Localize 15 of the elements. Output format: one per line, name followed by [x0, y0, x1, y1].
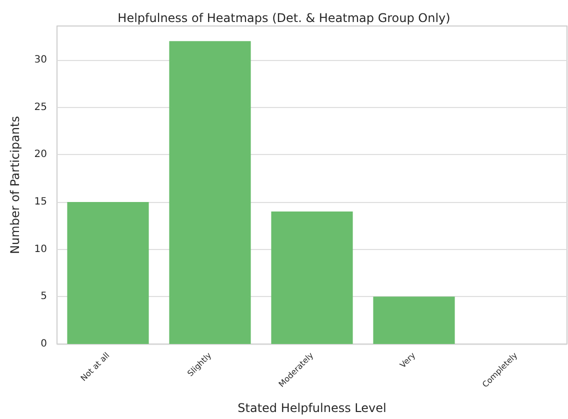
y-axis-title: Number of Participants: [8, 116, 22, 254]
x-axis-title: Stated Helpfulness Level: [238, 401, 386, 415]
bar: [271, 212, 353, 344]
y-tick-label: 15: [34, 196, 47, 208]
y-tick-label: 0: [40, 338, 47, 350]
y-tick-label: 10: [34, 244, 47, 255]
chart-title: Helpfulness of Heatmaps (Det. & Heatmap Group Only): [118, 11, 450, 25]
y-tick-label: 30: [34, 54, 47, 66]
bar: [373, 296, 455, 344]
y-tick-label: 5: [40, 291, 47, 302]
bar: [169, 41, 251, 344]
x-tick-label: Not at all: [79, 350, 112, 383]
y-tick-label: 25: [34, 102, 47, 113]
bar: [67, 202, 149, 344]
y-tick-label: 20: [34, 149, 47, 160]
